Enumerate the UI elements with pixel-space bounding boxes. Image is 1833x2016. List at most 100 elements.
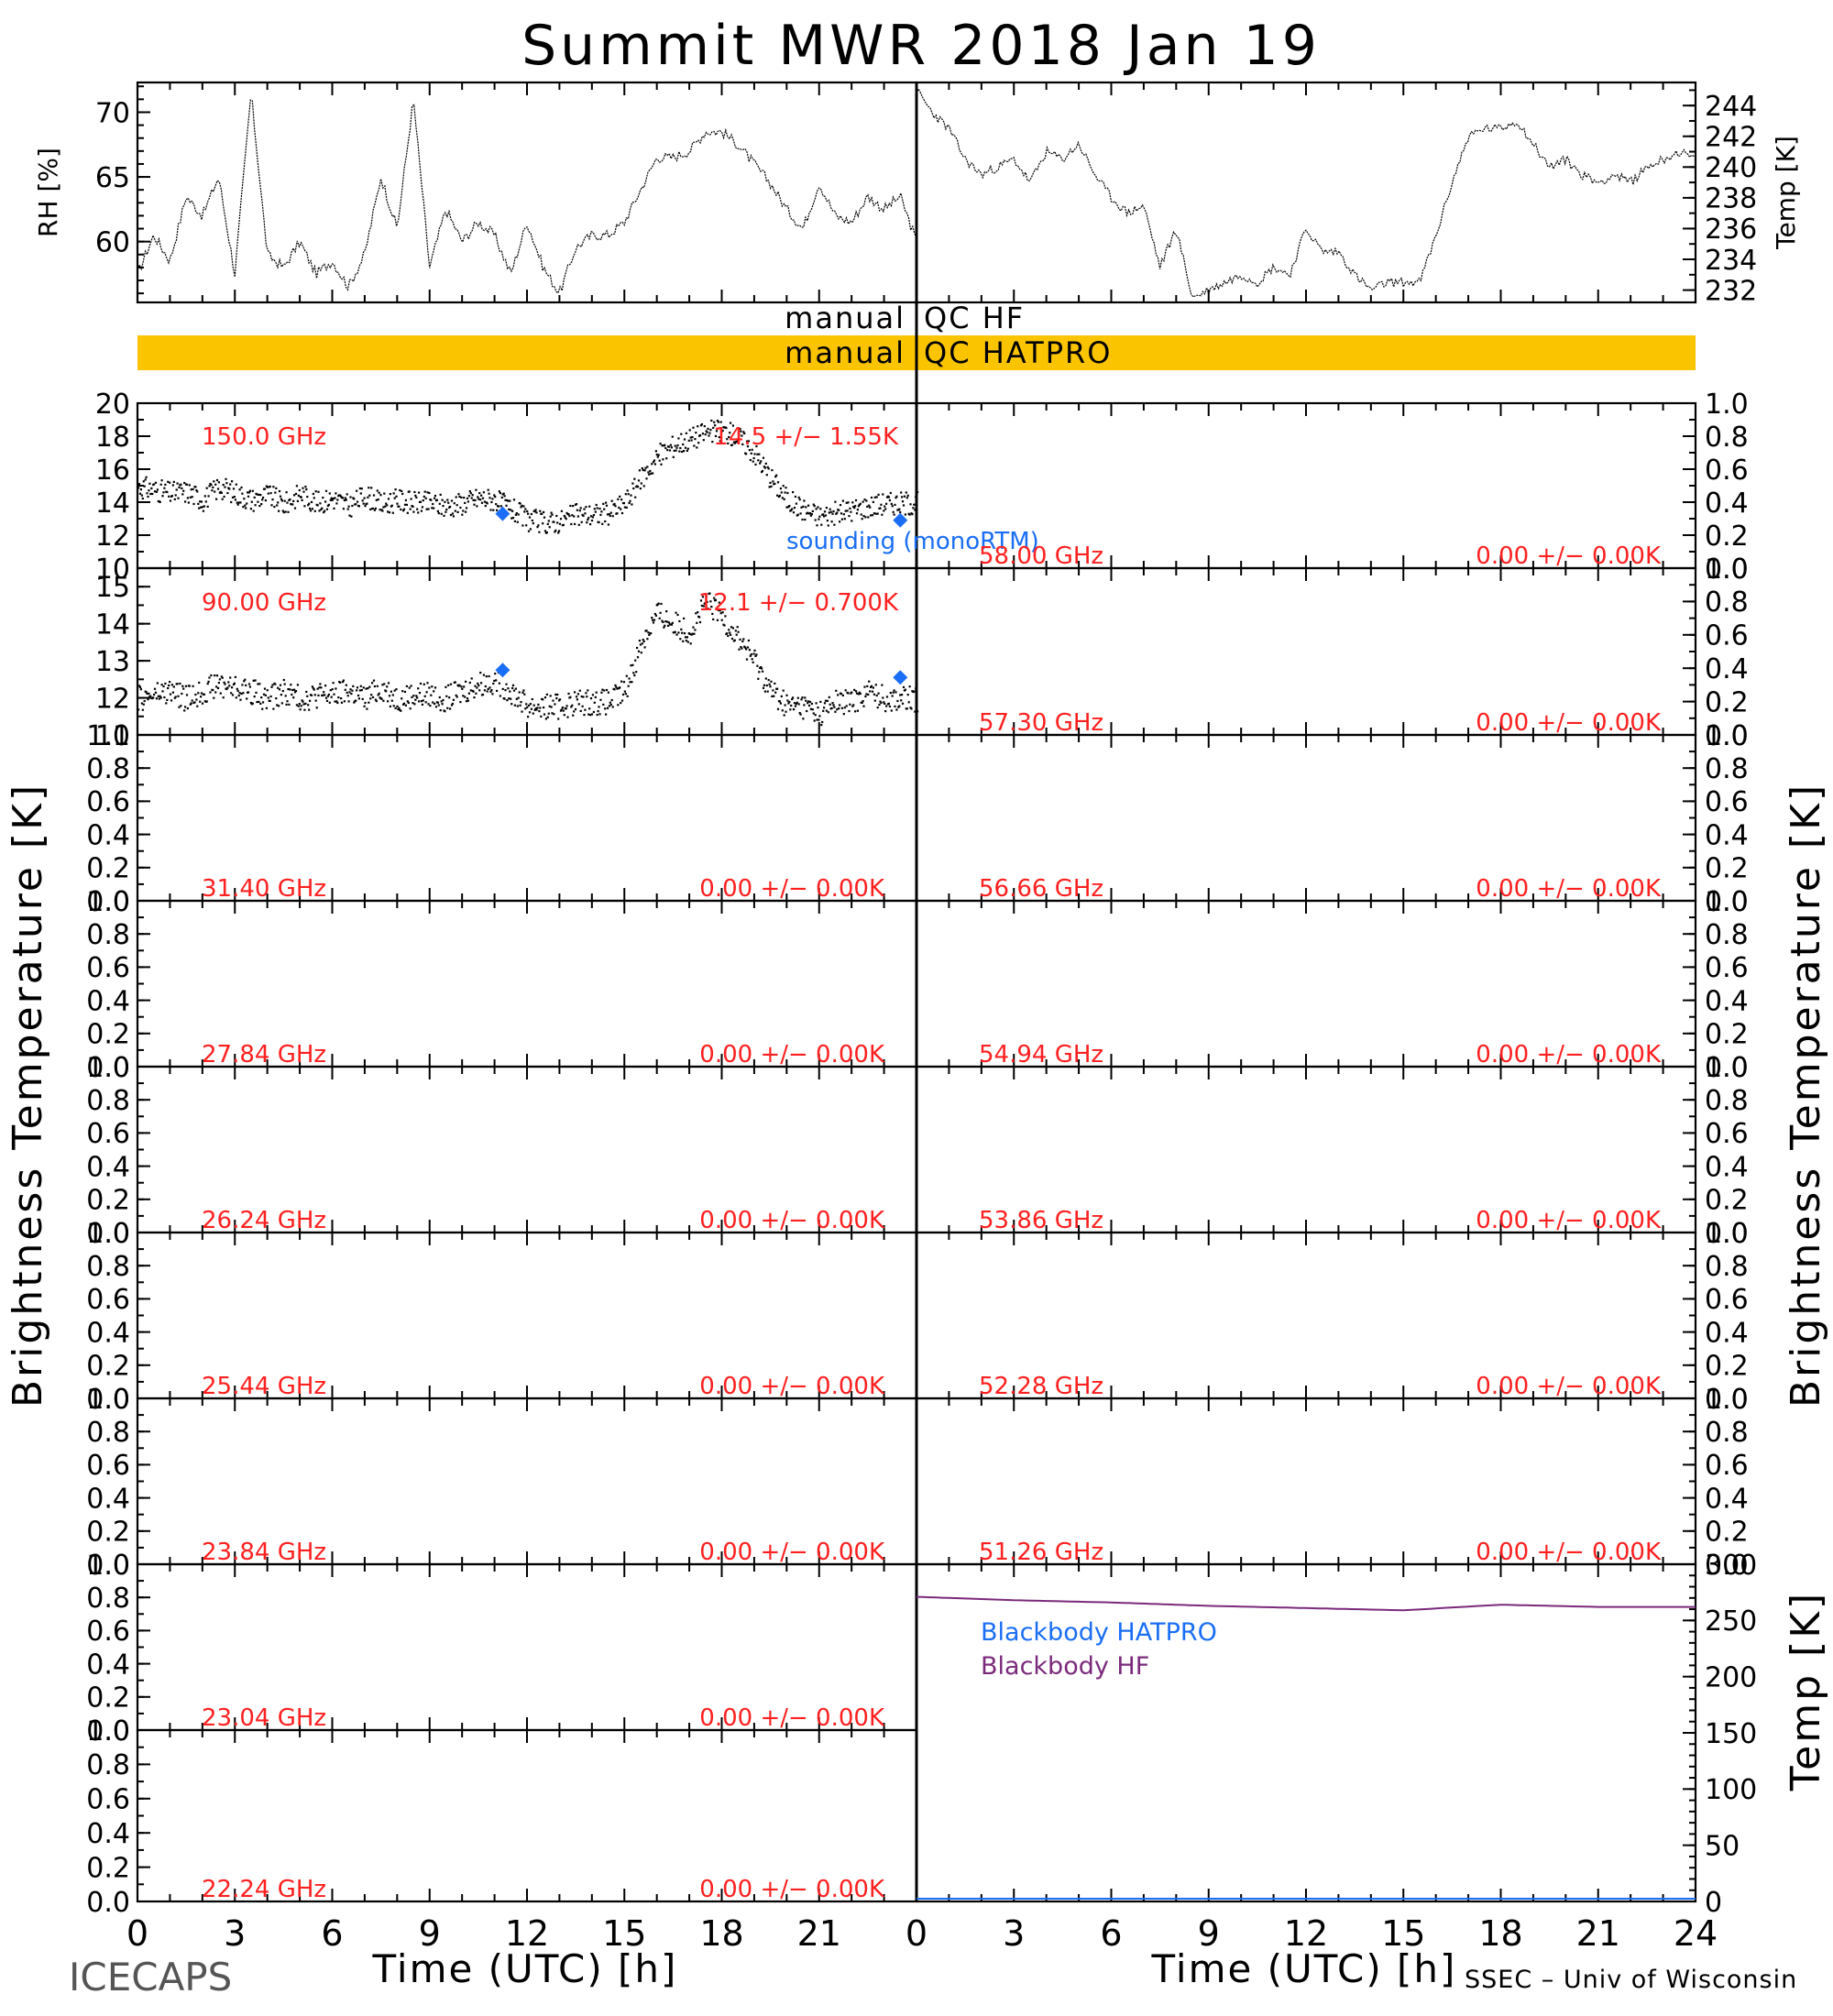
ch150-point: [333, 507, 335, 509]
ch90-point: [526, 706, 529, 708]
y-tick-label: 0.2: [86, 853, 130, 885]
ch90-point: [189, 703, 192, 706]
ch90-point: [530, 707, 532, 710]
ch90-point: [396, 705, 399, 707]
ch150-point: [740, 430, 742, 433]
empty-panel-stat-label: 0.00 +/− 0.00K: [699, 1041, 885, 1068]
y-tick-label: 0.8: [1705, 586, 1749, 619]
ch90-point: [674, 630, 676, 633]
ch150-point: [361, 499, 364, 502]
ch150-point: [428, 491, 431, 495]
ch90-point: [740, 646, 742, 649]
ch90-point: [475, 692, 477, 695]
ch90-point: [599, 698, 602, 701]
ch150-point: [840, 518, 843, 520]
ch150-point: [830, 520, 833, 523]
ch90-point: [263, 687, 267, 690]
ch150-point: [851, 501, 854, 504]
ch150-point: [232, 488, 236, 490]
ch90-point: [763, 684, 765, 686]
ch150-point: [708, 432, 711, 434]
ch90-point: [645, 630, 648, 632]
ch150-point: [277, 501, 280, 504]
ch150-point: [229, 483, 232, 486]
ch90-point: [380, 697, 383, 700]
ch90-point: [225, 687, 228, 691]
ch150-point: [686, 449, 688, 452]
ch90-point: [700, 604, 703, 608]
ch90-point: [227, 681, 230, 684]
ch150-point: [466, 497, 469, 499]
y-tick-label: 0.8: [86, 919, 130, 951]
ch90-point: [201, 702, 204, 705]
ch150-point: [366, 502, 368, 505]
empty-panel-freq-label: 51.26 GHz: [979, 1539, 1103, 1566]
ch150-point: [320, 508, 323, 511]
ch90-point: [708, 592, 711, 595]
ch150-point: [480, 494, 483, 497]
ch150-point: [587, 517, 590, 520]
rh-axis-label: RH [%]: [33, 148, 63, 237]
ch150-point: [159, 500, 161, 503]
ch90-point: [465, 680, 467, 683]
ch150-point: [641, 466, 643, 470]
ch90-point: [230, 692, 233, 695]
ch90-point: [514, 687, 517, 690]
ch150-point: [394, 488, 397, 491]
ch150-point: [455, 496, 457, 499]
ch90-point: [495, 679, 498, 682]
ch90-point: [693, 632, 696, 635]
y-tick-label: 1.0: [86, 886, 130, 918]
ch150-point: [181, 487, 183, 489]
ch90-point: [574, 707, 577, 711]
ch150-point: [362, 502, 365, 505]
ch150-point: [302, 487, 304, 489]
ch150-point: [513, 520, 516, 522]
ch150-point: [302, 490, 305, 493]
ch150-point: [435, 499, 438, 501]
ch90-point: [439, 709, 442, 712]
ch150-point: [204, 500, 207, 503]
ch150-point: [427, 508, 430, 510]
ch150-point: [442, 505, 445, 508]
ch90-point: [545, 693, 548, 696]
ch150-point: [410, 498, 412, 500]
ch150-point: [857, 505, 860, 508]
ch150-point: [514, 513, 517, 516]
ch150-point: [671, 435, 674, 438]
ch150-point: [755, 444, 758, 448]
y-tick-label: 0.2: [1705, 1517, 1749, 1549]
ch150-point: [154, 481, 158, 484]
ch90-point: [386, 685, 389, 688]
ch150-point: [263, 488, 267, 490]
ch150-point: [575, 503, 578, 506]
ch150-point: [696, 446, 698, 449]
ch150-point: [558, 522, 562, 525]
ch150-point: [317, 490, 320, 493]
ch90-point: [666, 620, 669, 623]
y-tick-label: 0.6: [1705, 1118, 1749, 1150]
ch90-point: [744, 646, 747, 649]
ch90-point: [200, 692, 203, 695]
ch150-point: [258, 493, 260, 496]
y-tick-label: 1.0: [86, 1218, 130, 1250]
y-tick-label: 1.0: [1705, 389, 1749, 421]
ch150-point: [703, 425, 706, 428]
ch90-point: [636, 646, 639, 650]
ch90-point: [833, 706, 836, 708]
ch150-point: [162, 491, 165, 494]
ch150-point: [195, 489, 198, 492]
ch90-point: [537, 703, 540, 706]
ch150-point: [788, 505, 791, 508]
ch90-point: [167, 686, 170, 690]
ch90-point: [256, 701, 258, 704]
ch90-point: [403, 690, 407, 694]
ch150-stat-label: 14.5 +/− 1.55K: [713, 423, 899, 451]
ch90-point: [269, 695, 272, 698]
ch90-point: [544, 718, 547, 720]
ch150-point: [203, 505, 205, 508]
ch90-point: [579, 709, 582, 712]
ch150-point: [527, 512, 530, 515]
ch150-point: [329, 499, 332, 501]
